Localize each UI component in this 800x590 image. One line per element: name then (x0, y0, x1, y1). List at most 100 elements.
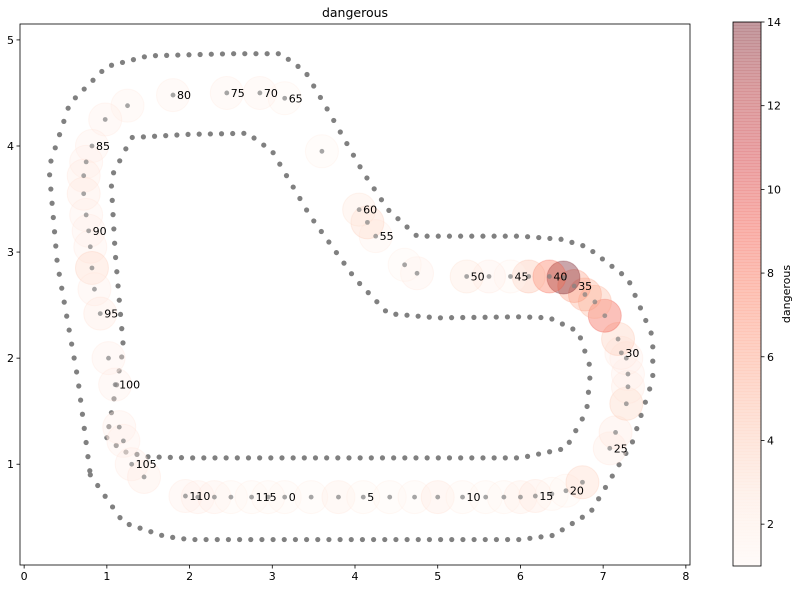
waypoint-label: 75 (231, 87, 245, 100)
inner-border-dot (437, 315, 444, 321)
inner-border-dot (277, 161, 283, 167)
inner-border-dot (283, 173, 290, 179)
inner-border-dot (504, 314, 511, 320)
outer-border-dot (627, 280, 633, 286)
x-tick-label: 1 (103, 570, 110, 583)
inner-border-dot (379, 455, 386, 461)
waypoint-dot (224, 90, 230, 96)
outer-border-dot (415, 536, 421, 543)
waypoint-dot (546, 274, 552, 279)
inner-border-dot (558, 446, 564, 453)
outer-border-dot (449, 536, 455, 543)
waypoint-label: 35 (578, 280, 592, 293)
chart-title: dangerous (322, 5, 388, 20)
y-tick-label: 4 (7, 140, 14, 153)
outer-border-dot (65, 105, 71, 111)
inner-border-dot (117, 311, 124, 318)
outer-border-dot (331, 117, 337, 124)
outer-border-dot (52, 145, 58, 151)
inner-border-dot (404, 312, 410, 318)
inner-border-dot (120, 340, 126, 346)
inner-border-dot (460, 314, 466, 321)
colorbar-tick-label: 6 (767, 351, 774, 364)
outer-border-dot (589, 507, 595, 513)
waypoint-dot (483, 494, 489, 500)
waypoint-dot (625, 384, 631, 390)
outer-border-dot (527, 535, 533, 541)
outer-border-dot (513, 233, 520, 239)
inner-border-dot (491, 455, 497, 461)
waypoint-dot (86, 228, 92, 234)
inner-border-dot (245, 455, 252, 461)
outer-border-dot (311, 83, 317, 89)
inner-border-dot (119, 354, 125, 360)
outer-border-dot (87, 472, 93, 478)
x-tick-label: 4 (352, 570, 359, 583)
outer-border-dot (359, 536, 366, 543)
outer-border-dot (647, 386, 653, 392)
inner-border-dot (185, 131, 191, 138)
outer-border-dot (95, 482, 101, 489)
outer-border-dot (49, 200, 55, 206)
inner-border-dot (218, 131, 225, 137)
inner-border-dot (357, 280, 363, 287)
inner-border-dot (426, 314, 432, 320)
inner-border-dot (212, 455, 218, 461)
inner-border-dot (324, 455, 330, 461)
outer-border-dot (596, 496, 602, 502)
inner-border-dot (190, 455, 196, 461)
outer-border-dot (292, 536, 299, 543)
inner-border-dot (415, 313, 421, 319)
outer-border-dot (61, 118, 67, 124)
inner-border-dot (577, 335, 584, 341)
outer-border-dot (275, 51, 281, 57)
waypoint-dot (211, 494, 217, 500)
outer-border-dot (51, 229, 58, 235)
inner-border-dot (587, 375, 593, 381)
inner-border-dot (290, 184, 296, 190)
inner-border-dot (113, 442, 119, 449)
waypoint-dot (607, 445, 613, 451)
x-tick-label: 3 (269, 570, 276, 583)
waypoint-label: 105 (136, 458, 157, 471)
waypoint-dot (83, 212, 89, 218)
waypoint-dot (414, 270, 420, 276)
inner-border-dot (502, 455, 508, 461)
inner-border-dot (109, 197, 115, 203)
inner-border-dot (585, 389, 592, 395)
waypoint-dot (102, 117, 108, 122)
waypoint-label: 20 (570, 485, 584, 498)
inner-border-dot (493, 314, 499, 320)
colorbar-tick-label: 8 (767, 267, 774, 280)
outer-border-dot (642, 399, 648, 405)
inner-border-dot (582, 348, 588, 354)
outer-border-dot (164, 52, 170, 58)
inner-border-dot (391, 455, 397, 461)
waypoint-label: 110 (189, 490, 210, 503)
waypoint-dot (387, 494, 393, 500)
waypoint-dot (602, 313, 608, 319)
inner-border-dot (559, 321, 565, 327)
inner-border-dot (196, 131, 202, 137)
outer-border-dot (435, 233, 441, 239)
inner-border-dot (368, 455, 374, 461)
waypoint-label: 115 (256, 491, 277, 504)
inner-border-dot (513, 455, 520, 461)
colorbar-tick-label: 12 (767, 100, 781, 113)
inner-border-dot (114, 269, 120, 275)
waypoint-dot (106, 355, 111, 361)
waypoint-dot (501, 494, 507, 500)
waypoint-label: 95 (104, 308, 118, 321)
inner-border-dot (570, 326, 576, 332)
outer-border-dot (50, 214, 56, 221)
outer-border-dot (559, 527, 565, 533)
outer-border-dot (357, 164, 363, 170)
outer-border-dot (236, 536, 243, 543)
inner-border-dot (333, 249, 340, 256)
waypoint-dot (97, 311, 103, 316)
inner-border-dot (469, 455, 475, 461)
outer-border-dot (580, 243, 586, 249)
waypoint-dot (308, 494, 314, 500)
